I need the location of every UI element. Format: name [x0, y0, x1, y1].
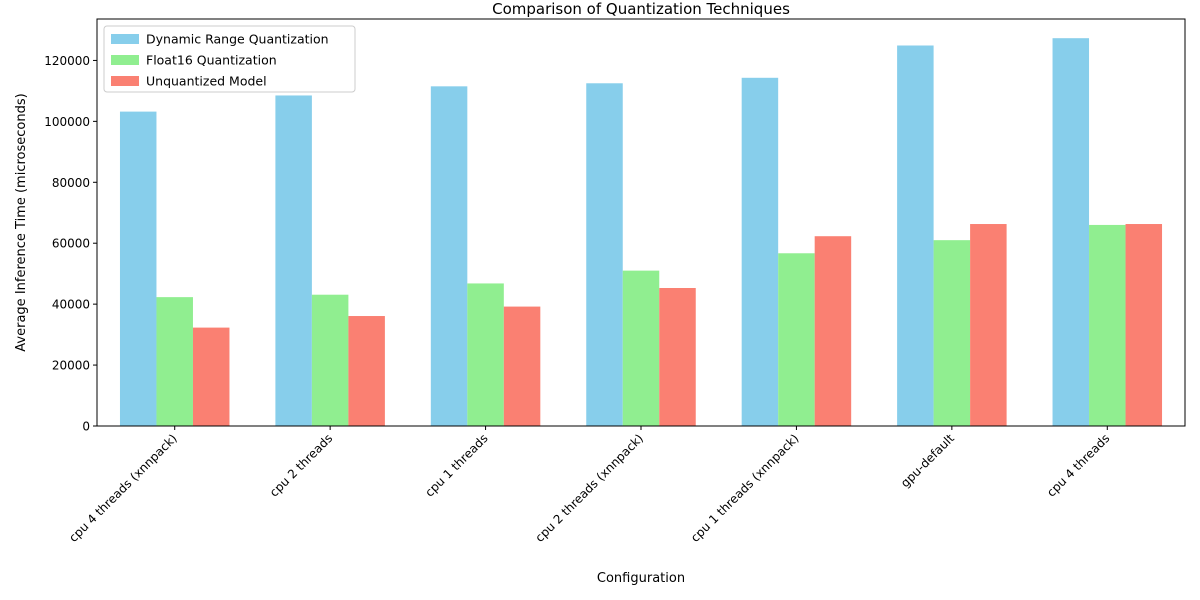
legend: Dynamic Range Quantization Float16 Quanti…	[103, 25, 356, 93]
x-tick-label: cpu 2 threads (xnnpack)	[532, 431, 646, 545]
y-tick-label: 60000	[52, 237, 90, 251]
bar-series-3-cat-1	[192, 327, 230, 426]
legend-swatch	[111, 55, 139, 65]
bar-series-1-cat-5	[741, 77, 779, 427]
x-axis-title: Configuration	[597, 571, 685, 586]
y-axis-ticks: 0 20000 40000 60000 80000 100000 120000	[44, 54, 97, 434]
x-tick-label: cpu 2 threads	[267, 431, 335, 499]
legend-label: Dynamic Range Quantization	[146, 32, 329, 47]
bars-group	[119, 38, 1163, 427]
bar-series-2-cat-6	[933, 240, 971, 426]
bar-series-3-cat-7	[1125, 224, 1163, 426]
y-tick-label: 0	[82, 420, 90, 434]
bar-series-2-cat-2	[311, 294, 349, 426]
y-tick-label: 120000	[44, 54, 90, 68]
bar-series-3-cat-6	[970, 224, 1007, 426]
x-tick-label: cpu 1 threads (xnnpack)	[688, 431, 802, 545]
legend-label: Unquantized Model	[146, 74, 267, 89]
y-tick-label: 80000	[52, 176, 90, 190]
bar-series-2-cat-4	[622, 270, 660, 426]
bar-series-3-cat-2	[348, 316, 385, 426]
bar-series-2-cat-7	[1089, 224, 1126, 426]
bar-series-1-cat-1	[119, 111, 157, 426]
bar-series-1-cat-6	[897, 45, 934, 426]
y-axis-title: Average Inference Time (microseconds)	[14, 93, 29, 351]
chart-title: Comparison of Quantization Techniques	[492, 0, 790, 18]
x-tick-label: cpu 1 threads	[422, 431, 490, 499]
y-tick-label: 100000	[44, 115, 90, 129]
bar-series-2-cat-3	[467, 283, 504, 426]
bar-series-3-cat-3	[503, 306, 541, 426]
legend-swatch	[111, 76, 139, 86]
x-axis-ticks: cpu 4 threads (xnnpack) cpu 2 threads cpu …	[66, 426, 1112, 545]
bar-series-1-cat-3	[430, 86, 468, 427]
plot-frame	[96, 18, 1186, 427]
x-tick-label: cpu 4 threads	[1044, 431, 1112, 499]
y-tick-label: 20000	[52, 359, 90, 373]
bar-series-3-cat-5	[814, 236, 852, 426]
bar-series-1-cat-7	[1052, 38, 1090, 427]
x-tick-label: cpu 4 threads (xnnpack)	[66, 431, 180, 545]
legend-box	[103, 25, 356, 93]
bar-series-3-cat-4	[659, 287, 696, 426]
bar-series-2-cat-1	[156, 297, 193, 426]
legend-label: Float16 Quantization	[146, 53, 277, 68]
bar-series-1-cat-4	[586, 83, 623, 427]
legend-swatch	[111, 34, 139, 44]
x-tick-label: gpu-default	[898, 431, 957, 490]
y-tick-label: 40000	[52, 298, 90, 312]
bar-series-2-cat-5	[778, 253, 815, 426]
bar-series-1-cat-2	[275, 95, 312, 427]
